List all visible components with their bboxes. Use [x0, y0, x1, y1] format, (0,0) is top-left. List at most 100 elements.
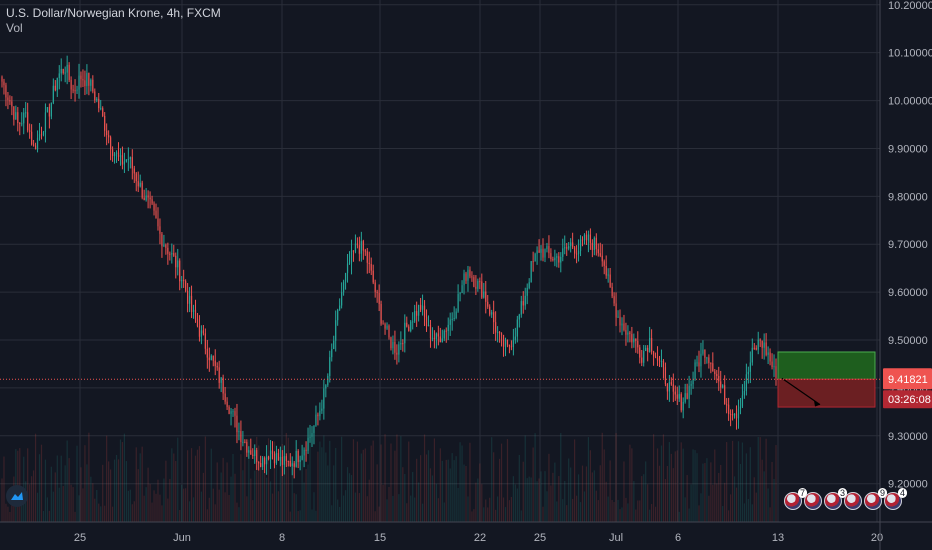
us-flag-icon[interactable]: 4	[884, 488, 907, 510]
candle-body	[534, 253, 536, 262]
volume-bar	[335, 447, 337, 522]
event-count: 3	[837, 488, 847, 498]
volume-bar	[7, 506, 9, 522]
candle-body	[481, 281, 483, 298]
candle	[362, 239, 364, 260]
candle	[564, 235, 566, 255]
volume-bar	[747, 499, 749, 522]
volume-bar	[670, 453, 672, 522]
candle-body	[72, 89, 74, 91]
candle	[641, 349, 643, 367]
candle	[252, 448, 254, 459]
candle-body	[455, 311, 457, 319]
volume-bar	[285, 432, 287, 522]
us-flag-icon[interactable]	[844, 492, 862, 510]
candle	[208, 347, 210, 372]
volume-bar	[277, 491, 280, 522]
candle-body	[654, 356, 657, 358]
candle	[579, 235, 582, 257]
candle	[589, 228, 591, 250]
tradingview-logo-icon[interactable]	[6, 485, 28, 507]
candle-body	[631, 334, 633, 343]
candle	[90, 78, 92, 92]
candle-body	[619, 316, 621, 326]
candle-body	[550, 253, 552, 259]
projection-arrow	[781, 377, 821, 406]
candle-body	[599, 253, 601, 256]
candle-body	[536, 250, 538, 254]
candle	[522, 291, 524, 314]
candle	[728, 397, 730, 421]
volume-bar	[710, 462, 712, 522]
candle	[481, 273, 483, 299]
candle-body	[722, 385, 724, 388]
candle	[62, 68, 64, 75]
candle-body	[485, 291, 487, 302]
volume-bar	[106, 435, 108, 522]
volume-bar	[44, 459, 47, 522]
volume-bar	[690, 484, 692, 522]
us-flag-icon[interactable]	[804, 492, 822, 510]
us-flag-icon[interactable]: 3	[824, 488, 847, 510]
candle-body	[299, 459, 301, 462]
candle	[609, 267, 611, 288]
volume-bar	[423, 434, 426, 522]
candle-body	[333, 340, 335, 350]
candle	[187, 283, 189, 313]
volume-bar	[500, 443, 503, 522]
candle-body	[651, 338, 653, 352]
volume-bar	[94, 498, 96, 522]
candle-body	[264, 457, 266, 465]
volume-bar	[372, 440, 374, 522]
candle	[248, 446, 250, 459]
candle	[354, 234, 357, 254]
volume-bar	[190, 448, 193, 522]
candle	[406, 316, 408, 328]
volume-bar	[108, 461, 110, 522]
candle	[206, 339, 208, 369]
candle-body	[346, 263, 349, 273]
volume-bar	[252, 500, 254, 522]
candle	[743, 380, 746, 399]
volume-bar	[135, 447, 137, 522]
candle	[42, 130, 45, 137]
volume-bar	[473, 509, 475, 522]
candle	[704, 349, 706, 365]
volume-indicator-label[interactable]: Vol	[6, 21, 23, 35]
candle-body	[78, 75, 80, 90]
candle	[455, 308, 457, 320]
candle	[155, 203, 157, 219]
candle	[712, 352, 714, 372]
candle	[159, 218, 161, 245]
symbol-title[interactable]: U.S. Dollar/Norwegian Krone, 4h, FXCM	[6, 6, 221, 20]
candle	[591, 239, 593, 258]
candle-body	[70, 79, 72, 90]
candle	[190, 285, 193, 319]
volume-bar	[88, 432, 90, 522]
risk-reward-tool[interactable]	[777, 351, 876, 408]
candle-body	[439, 336, 441, 343]
volume-bar	[400, 436, 402, 522]
candle-body	[159, 226, 161, 234]
candle	[364, 248, 366, 256]
volume-bar	[668, 442, 670, 522]
candle-body	[279, 456, 282, 461]
candle-body	[350, 250, 353, 263]
candle	[125, 159, 127, 163]
candle	[157, 207, 159, 231]
volume-bar	[183, 488, 185, 522]
candle	[5, 82, 7, 107]
candle-body	[92, 79, 94, 92]
us-flag-icon[interactable]: 7	[784, 488, 807, 510]
volume-bar	[262, 456, 264, 522]
candle-body	[613, 296, 615, 304]
candle	[131, 149, 133, 180]
volume-bar	[240, 454, 242, 522]
candle	[485, 280, 487, 314]
us-flag-icon[interactable]: 9	[864, 488, 887, 510]
volume-bar	[726, 442, 728, 522]
candle	[577, 239, 580, 262]
candle-body	[204, 333, 206, 349]
volume-bar	[512, 476, 514, 522]
